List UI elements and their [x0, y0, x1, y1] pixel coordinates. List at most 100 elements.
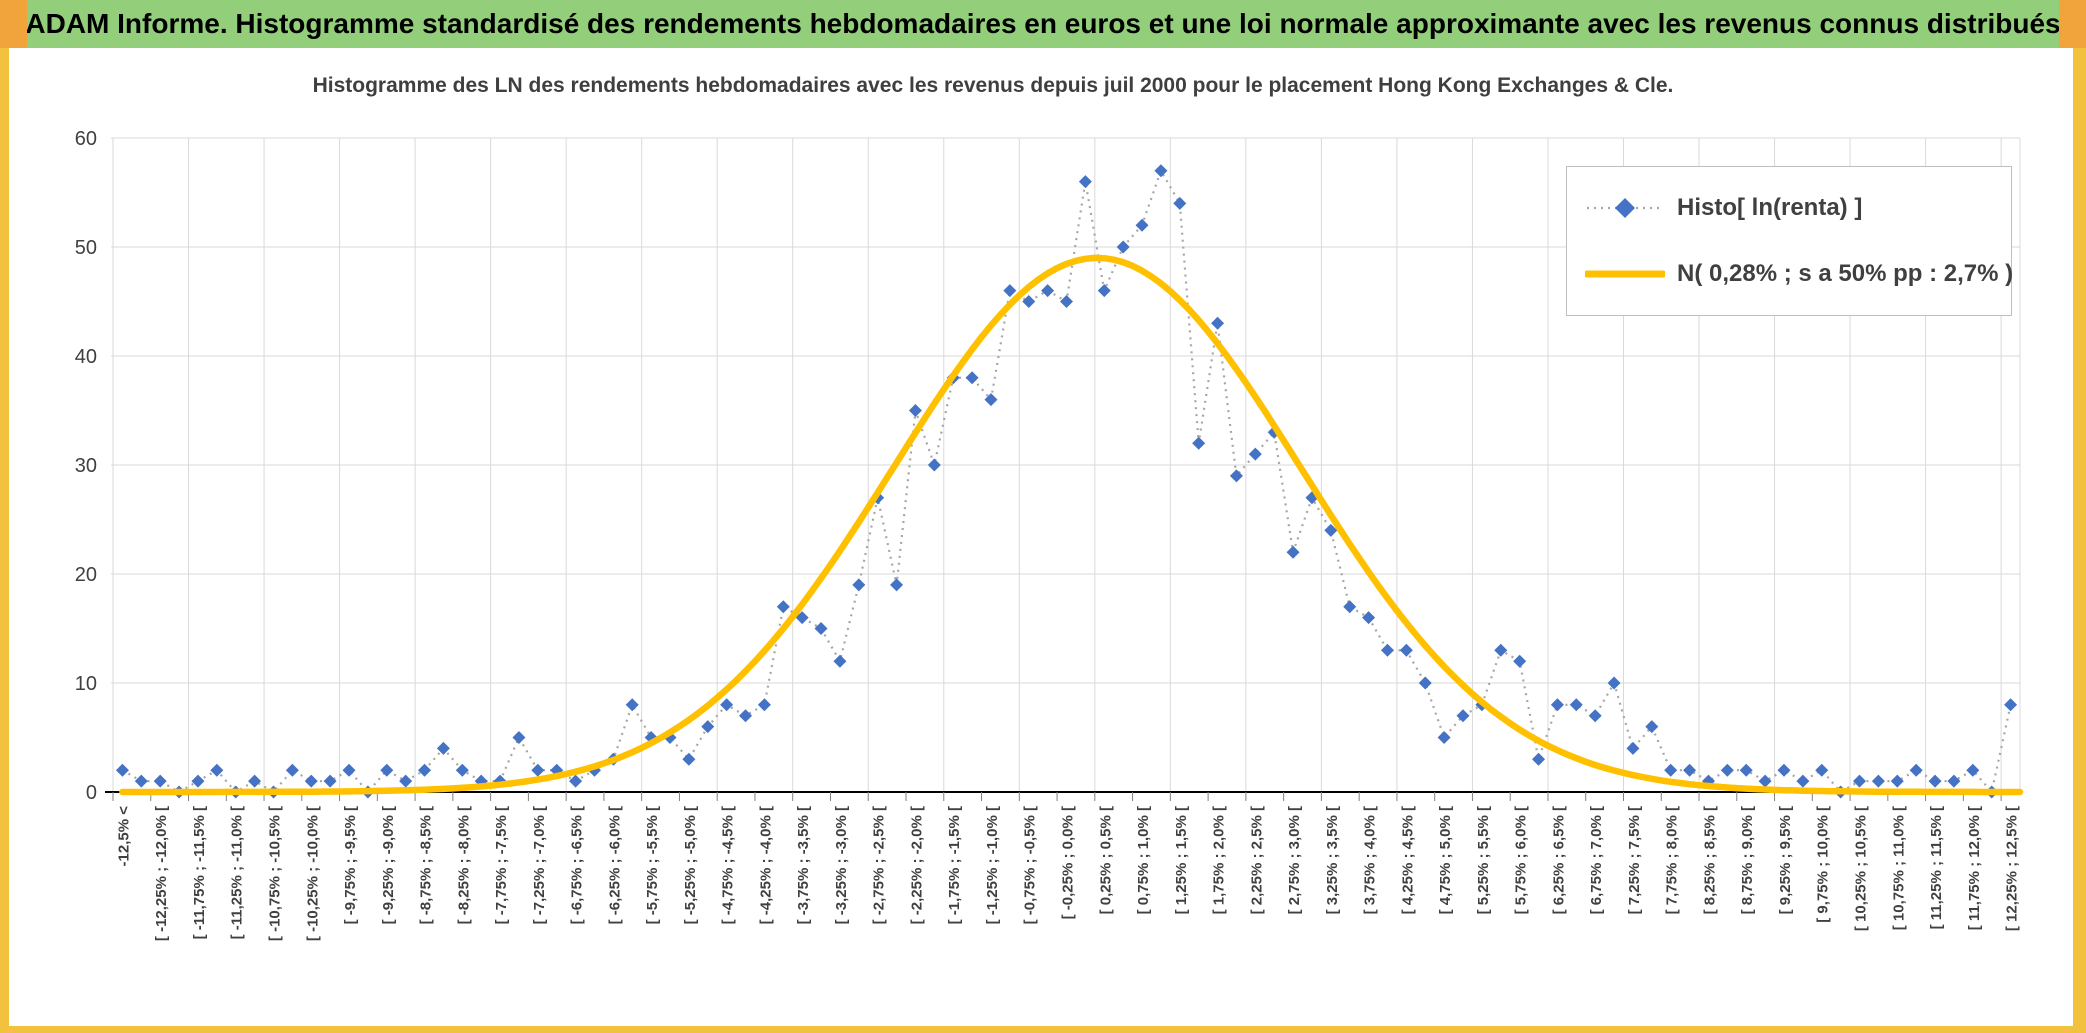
histogram-point [191, 774, 205, 788]
x-tick-label: [ -9,75% ; -9,5% [ [342, 806, 359, 924]
x-tick-label: [ -8,75% ; -8,5% [ [418, 806, 435, 924]
histogram-point [1758, 774, 1772, 788]
x-tick-label: [ 9,25% ; 9,5% [ [1777, 806, 1794, 914]
x-tick-label: [ -3,25% ; -3,0% [ [833, 806, 850, 924]
page-right-border [2073, 48, 2086, 1033]
legend-label-histogram: Histo[ ln(renta) ] [1677, 194, 1863, 221]
banner-corner-left [0, 0, 27, 48]
x-tick-label: [ 11,75% ; 12,0% [ [1966, 806, 1983, 930]
histogram-point [1173, 196, 1187, 210]
normal-legend-marker-icon [1585, 270, 1665, 278]
x-tick-label: [ 1,25% ; 1,5% [ [1173, 806, 1190, 914]
y-tick-label: 40 [75, 346, 97, 368]
x-tick-label: [ 4,75% ; 5,0% [ [1437, 806, 1454, 914]
x-tick-label: [ -5,75% ; -5,5% [ [644, 806, 661, 924]
histogram-point [1928, 774, 1942, 788]
x-tick-label: [ 11,25% ; 11,5% [ [1928, 806, 1945, 929]
x-tick-label: [ 1,75% ; 2,0% [ [1211, 806, 1228, 914]
y-tick-label: 50 [75, 237, 97, 259]
x-tick-label: [ 0,25% ; 0,5% [ [1097, 806, 1114, 914]
histogram-point [436, 741, 450, 755]
x-tick-label: -12,5% < [115, 806, 132, 867]
histogram-point [531, 763, 545, 777]
histogram-point [625, 698, 639, 712]
histogram-point [1494, 643, 1508, 657]
histogram-point [814, 622, 828, 635]
x-tick-label: [ -9,25% ; -9,0% [ [380, 806, 397, 924]
histogram-point [795, 611, 809, 625]
gridlines [111, 137, 2021, 792]
histogram-point [1890, 774, 1904, 788]
histogram-point [1683, 763, 1697, 777]
histogram-point [908, 404, 922, 417]
histogram-point [2004, 698, 2018, 712]
x-tick-label: [ -1,25% ; -1,0% [ [984, 806, 1001, 924]
y-axis-labels: 0 10 20 30 40 50 60 [75, 128, 97, 804]
x-tick-label: [ 7,25% ; 7,5% [ [1626, 806, 1643, 914]
histogram-point [720, 698, 734, 712]
histogram-point [776, 600, 790, 614]
y-tick-label: 0 [86, 782, 97, 804]
histogram-point [1720, 763, 1734, 777]
histogram-point [512, 731, 526, 744]
histogram-point [1796, 774, 1810, 788]
histogram-point [1343, 600, 1357, 614]
histogram-point [1645, 720, 1659, 734]
page-left-border [0, 48, 9, 1033]
histogram-point [1192, 436, 1206, 450]
histogram-point [1135, 218, 1149, 232]
histogram-point [1418, 676, 1432, 690]
histogram-point [852, 578, 866, 592]
histogram-point [1248, 447, 1262, 461]
histogram-point [1399, 643, 1413, 657]
histogram-point [1097, 284, 1111, 298]
top-banner-row: ADAM Informe. Histogramme standardisé de… [0, 0, 2086, 48]
x-tick-label: [ 5,25% ; 5,5% [ [1475, 806, 1492, 914]
x-tick-label: [ -8,25% ; -8,0% [ [455, 806, 472, 924]
histogram-point [323, 774, 337, 788]
legend-item-histogram: Histo[ ln(renta) ] [1585, 194, 1993, 222]
histogram-point [1550, 698, 1564, 712]
x-tick-label: [ -5,25% ; -5,0% [ [682, 806, 699, 924]
histogram-point [1739, 763, 1753, 777]
x-tick-label: [ 12,25% ; 12,5% [ [2004, 806, 2021, 931]
histogram-point [1437, 731, 1451, 744]
histogram-point [739, 709, 753, 723]
histogram-point [1286, 545, 1300, 559]
x-tick-label: [ 3,75% ; 4,0% [ [1362, 806, 1379, 914]
histogram-point [984, 393, 998, 407]
histogram-point [1532, 752, 1546, 766]
report-banner: ADAM Informe. Histogramme standardisé de… [27, 0, 2059, 48]
x-tick-label: [ -12,25% ; -12,0% [ [153, 806, 170, 941]
normal-curve [119, 254, 2024, 796]
histogram-point [210, 763, 224, 777]
histogram-point [682, 752, 696, 766]
histogram-point [1022, 295, 1036, 308]
histogram-point [569, 774, 583, 788]
histogram-point [1664, 763, 1678, 777]
page-bottom-border [0, 1026, 2086, 1033]
x-tick-label: [ -11,25% ; -11,0% [ [229, 806, 246, 939]
histogram-point [1060, 295, 1073, 308]
x-tick-label: [ 10,75% ; 11,0% [ [1890, 806, 1907, 930]
histogram-point [1947, 774, 1961, 788]
histogram-point [1078, 175, 1092, 189]
histogram-point [248, 774, 262, 788]
histogram-point [1871, 774, 1885, 788]
y-tick-label: 10 [75, 673, 97, 695]
legend-item-normal: N( 0,28% ; s a 50% pp : 2,7% ) [1585, 260, 2013, 288]
histogram-point [304, 774, 318, 788]
x-tick-label: [ -0,25% ; 0,0% [ [1060, 806, 1077, 919]
x-tick-label: [ 6,25% ; 6,5% [ [1550, 806, 1567, 914]
x-tick-label: [ 2,75% ; 3,0% [ [1286, 806, 1303, 914]
histogram-point [1041, 284, 1055, 298]
histogram-point [1362, 611, 1376, 625]
histogram-point [1909, 763, 1923, 777]
histogram-point [1003, 284, 1017, 298]
x-tick-label: [ -4,75% ; -4,5% [ [720, 806, 737, 924]
x-tick-label: [ 6,75% ; 7,0% [ [1588, 806, 1605, 914]
x-tick-label: [ 7,75% ; 8,0% [ [1664, 806, 1681, 914]
histogram-point [1815, 763, 1829, 777]
x-tick-label: [ -3,75% ; -3,5% [ [795, 806, 812, 924]
histogram-point [890, 578, 904, 592]
